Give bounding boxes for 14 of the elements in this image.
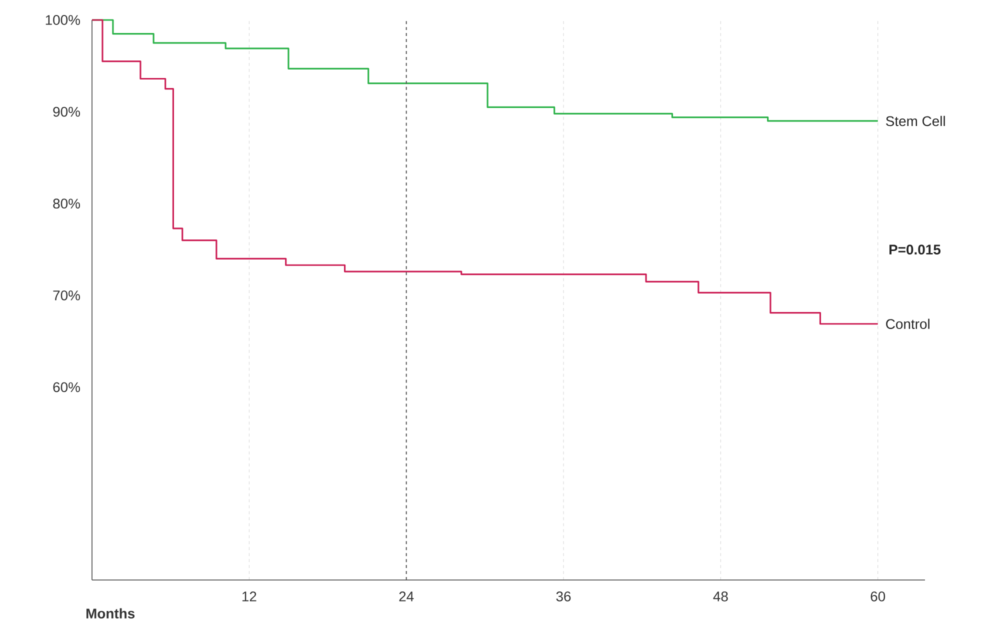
annotation: P=0.015 xyxy=(889,244,941,255)
y-tick-label: 70% xyxy=(53,290,80,300)
x-tick-label: 48 xyxy=(713,592,728,602)
x-axis-title: Months xyxy=(86,608,135,618)
y-tick-label: 80% xyxy=(53,198,80,209)
y-tick-label: 100% xyxy=(46,15,80,25)
y-tick-label: 90% xyxy=(53,106,80,117)
series-label: Control xyxy=(886,318,930,329)
y-tick-label: 60% xyxy=(53,382,80,392)
series-label: Stem Cell xyxy=(886,116,945,126)
x-tick-label: 36 xyxy=(556,592,571,602)
x-tick-label: 24 xyxy=(399,592,414,602)
x-tick-label: 60 xyxy=(870,592,886,602)
x-tick-label: 12 xyxy=(242,592,256,602)
